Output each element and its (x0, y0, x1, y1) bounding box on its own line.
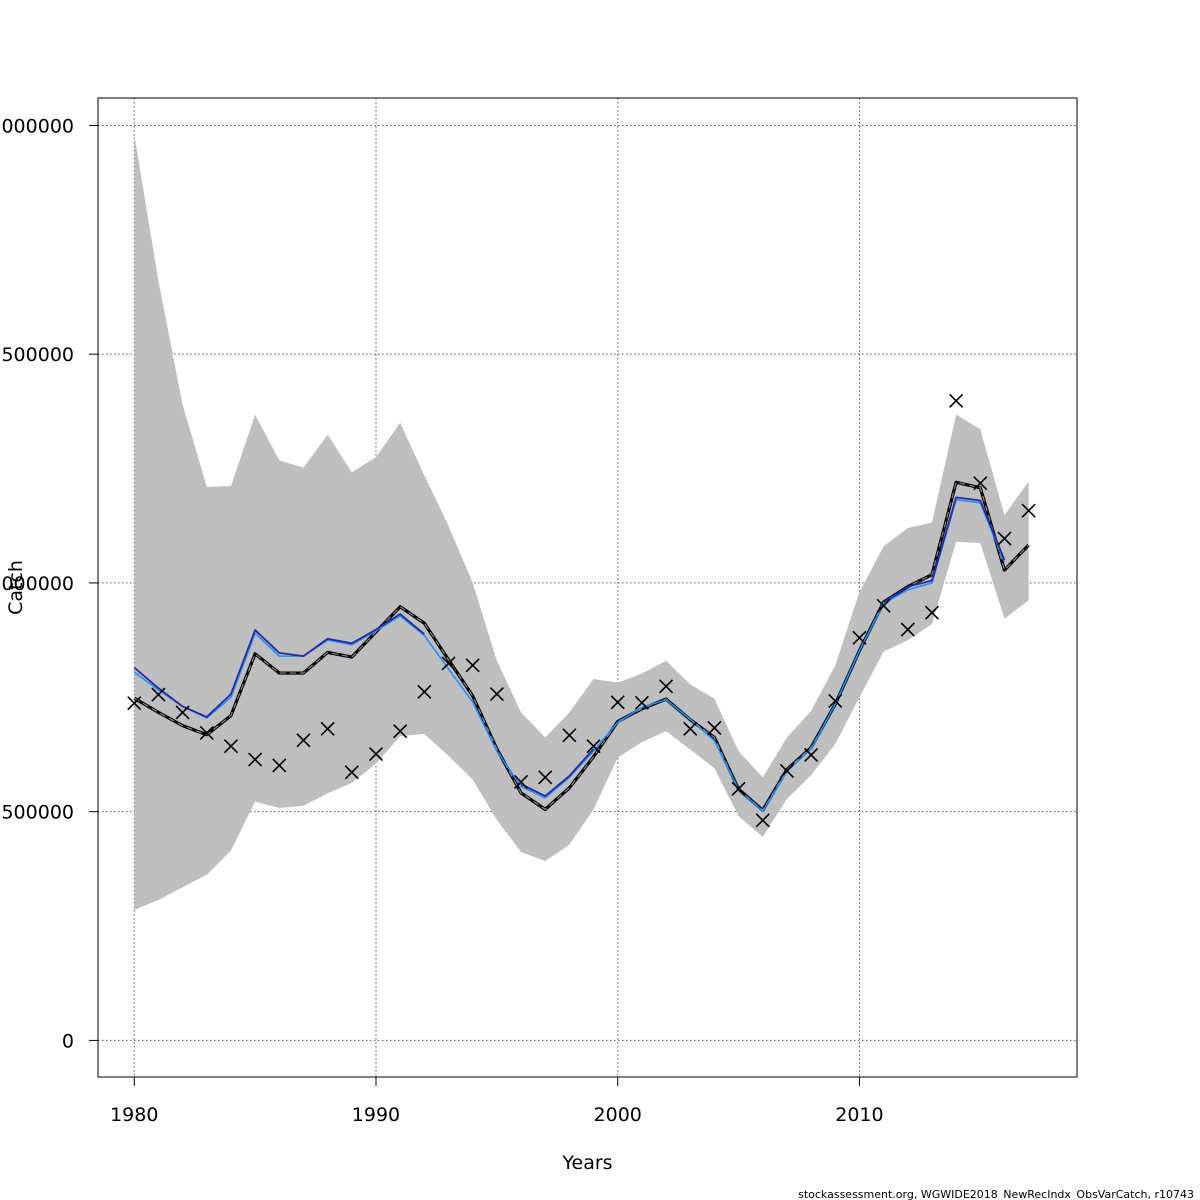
observed-catch-point (924, 605, 940, 620)
observed-catch-point (900, 622, 915, 637)
observed-catch-point (465, 658, 480, 673)
observed-catch-point (658, 679, 674, 694)
observed-catch-point (223, 739, 239, 754)
observed-catch-point (272, 758, 287, 773)
observed-catch-point (417, 684, 432, 699)
x-tick-label: 2000 (594, 1104, 642, 1126)
observed-catch-point (1021, 503, 1036, 518)
observed-catch-point (489, 687, 504, 702)
y-tick-label: 1500000 (0, 344, 74, 366)
observed-catch-point (779, 763, 794, 779)
observed-catch-point (997, 531, 1012, 546)
y-tick-label: 1000000 (0, 573, 74, 595)
observed-catch-point (175, 705, 190, 720)
observed-catch-point (393, 724, 408, 739)
x-tick-label: 1990 (352, 1104, 400, 1126)
observed-catch-point (296, 733, 311, 748)
plot-frame (97, 97, 1078, 1078)
observed-catch-point (828, 693, 843, 709)
observed-catch-point (151, 687, 166, 702)
observed-catch-point (731, 781, 746, 796)
observed-catch-point (804, 747, 819, 763)
observed-catch-point (538, 770, 553, 785)
x-tick-label: 2010 (835, 1104, 883, 1126)
observed-catch-point (586, 739, 601, 754)
observed-catch-point (127, 696, 142, 711)
estimate-line-blue (133, 498, 1006, 813)
observed-catch-point (441, 656, 456, 671)
y-tick-label: 500000 (1, 802, 74, 824)
observed-catch-point (634, 695, 649, 710)
confidence-band (134, 134, 1029, 911)
axis-ticks: 1980 1990 2000 2010 0 500000 1000000 1500000 200… (0, 115, 884, 1126)
observed-catch-point (513, 774, 529, 789)
observed-catch-point (949, 393, 964, 408)
observed-catch-point (852, 630, 867, 645)
observed-catch-point (344, 765, 359, 780)
confidence-band-layer (134, 134, 1029, 911)
observed-catch-point (199, 725, 214, 741)
x-tick-label: 1980 (110, 1104, 158, 1126)
footer-credit: stockassessment.org, WGWIDE2018_NewRecIn… (798, 1188, 1194, 1200)
x-axis-title: Years (561, 1152, 612, 1174)
estimate-line-black-dash (133, 481, 1030, 812)
observed-catch-point (320, 721, 335, 736)
observed-catch-point (562, 728, 577, 743)
estimate-line-navy (133, 496, 1006, 798)
observed-catch-point (707, 720, 722, 736)
observed-catch-point (610, 695, 625, 710)
y-axis-title: Catch (5, 560, 27, 615)
observed-catch-point (368, 746, 384, 762)
observed-catch-point (973, 476, 988, 491)
observed-catch-point (683, 721, 698, 736)
y-tick-label: 0 (62, 1030, 74, 1052)
observed-catch-point (876, 598, 891, 613)
observed-catch-point (248, 752, 263, 767)
observed-points-layer (127, 393, 1036, 828)
y-tick-label: 2000000 (0, 115, 74, 137)
observed-catch-point (755, 813, 770, 828)
